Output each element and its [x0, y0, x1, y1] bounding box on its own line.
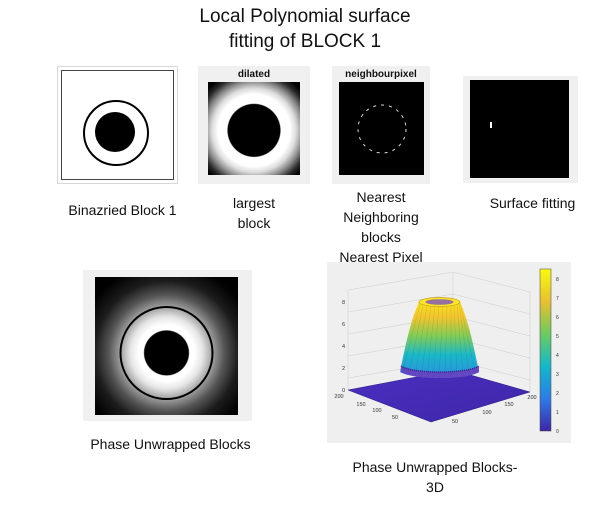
- y-tick-150: 150: [356, 402, 365, 408]
- phase-3d-caption-line-2: 3D: [426, 479, 444, 495]
- z-tick-6: 6: [342, 322, 345, 328]
- dilated-caption-line-1: largest: [232, 195, 276, 211]
- dilated-glow: [208, 82, 300, 175]
- dilated-image: dilated: [198, 66, 310, 184]
- neighbourpixel-image: neighbourpixel: [332, 66, 430, 184]
- neighbour-caption: Nearest Neighboring blocks Nearest Pixel: [325, 187, 437, 267]
- cbar-tick-8: 8: [556, 277, 559, 283]
- neighbour-caption-line-3: blocks: [361, 229, 401, 245]
- surface-wall: [400, 302, 479, 378]
- phase-ring: [119, 306, 214, 400]
- binarized-block-image: [57, 66, 178, 184]
- x-tick-200: 200: [527, 395, 536, 401]
- dilated-label: dilated: [237, 69, 271, 80]
- surface-fitting-image: [463, 76, 578, 183]
- neighbourpixel-label: neighbourpixel: [345, 69, 417, 80]
- colorbar-ticks: 0 1 2 3 4 5 6 7 8: [556, 277, 559, 435]
- binarized-ring: [83, 100, 149, 166]
- neighbourpixel-ring: [357, 104, 407, 154]
- cbar-tick-1: 1: [556, 410, 559, 416]
- cbar-tick-0: 0: [556, 429, 559, 435]
- cbar-tick-7: 7: [556, 296, 559, 302]
- neighbour-caption-line-1: Nearest: [356, 189, 406, 205]
- x-tick-100: 100: [482, 410, 491, 416]
- phase-unwrapped-image: [83, 270, 252, 421]
- neighbour-caption-line-4: Nearest Pixel: [339, 249, 423, 265]
- phase-3d-caption-line-1: Phase Unwrapped Blocks-: [352, 459, 518, 475]
- z-tick-2: 2: [342, 366, 345, 372]
- surface-plot-svg: 0 2 4 6 8 200 150 100 50 50 100 150 200 …: [334, 268, 559, 435]
- cbar-tick-6: 6: [556, 315, 559, 321]
- surface-fitting-mark: [490, 122, 492, 128]
- cbar-tick-5: 5: [556, 334, 559, 340]
- x-tick-50: 50: [452, 419, 458, 425]
- y-tick-200: 200: [334, 394, 343, 400]
- binarized-disk: [95, 112, 135, 152]
- title-line-1: Local Polynomial surface: [199, 6, 411, 27]
- surface-fitting-caption: Surface fitting: [489, 195, 576, 211]
- dilated-caption: largest block: [212, 193, 296, 233]
- binarized-caption: Binazried Block 1: [68, 202, 177, 218]
- neighbour-caption-line-2: Neighboring: [343, 209, 419, 225]
- title-line-2: fitting of BLOCK 1: [228, 31, 382, 52]
- cbar-tick-2: 2: [556, 391, 559, 397]
- dilated-caption-line-2: block: [237, 215, 271, 231]
- colorbar: [539, 268, 552, 432]
- phase-3d-caption: Phase Unwrapped Blocks- 3D: [330, 457, 540, 497]
- z-tick-0: 0: [342, 388, 345, 394]
- y-tick-50: 50: [392, 415, 398, 421]
- cbar-tick-4: 4: [556, 353, 559, 359]
- x-tick-150: 150: [504, 402, 513, 408]
- phase-caption: Phase Unwrapped Blocks: [90, 436, 251, 452]
- phase-3d-plot: 0 2 4 6 8 200 150 100 50 50 100 150 200 …: [327, 262, 571, 443]
- z-tick-8: 8: [342, 300, 345, 306]
- z-tick-4: 4: [342, 344, 345, 350]
- cbar-tick-3: 3: [556, 372, 559, 378]
- figure-title: Local Polynomial surface fitting of BLOC…: [0, 4, 610, 54]
- y-tick-100: 100: [372, 408, 381, 414]
